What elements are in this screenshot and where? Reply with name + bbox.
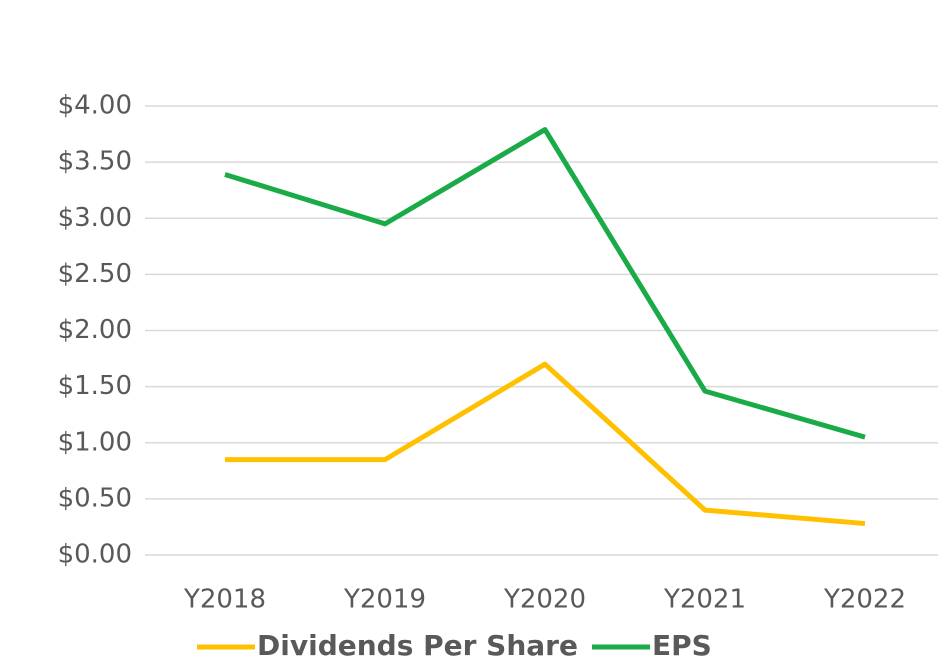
x-tick-label: Y2018 <box>183 585 266 615</box>
x-tick-label: Y2019 <box>343 585 426 615</box>
y-tick-label: $2.50 <box>58 259 132 289</box>
x-tick-label: Y2022 <box>823 585 906 615</box>
series-line <box>225 361 866 527</box>
y-tick-label: $0.50 <box>58 483 132 513</box>
y-tick-label: $3.50 <box>58 147 132 177</box>
y-tick-label: $3.00 <box>58 203 132 233</box>
x-tick-label: Y2020 <box>503 585 586 615</box>
legend-label: EPS <box>652 629 712 660</box>
y-tick-label: $0.00 <box>58 540 132 570</box>
legend-label: Dividends Per Share <box>257 629 578 660</box>
series-line <box>224 127 866 440</box>
y-tick-label: $4.00 <box>58 91 132 121</box>
y-tick-label: $1.50 <box>58 371 132 401</box>
y-tick-label: $2.00 <box>58 315 132 345</box>
y-tick-label: $1.00 <box>58 427 132 457</box>
x-tick-label: Y2021 <box>663 585 746 615</box>
